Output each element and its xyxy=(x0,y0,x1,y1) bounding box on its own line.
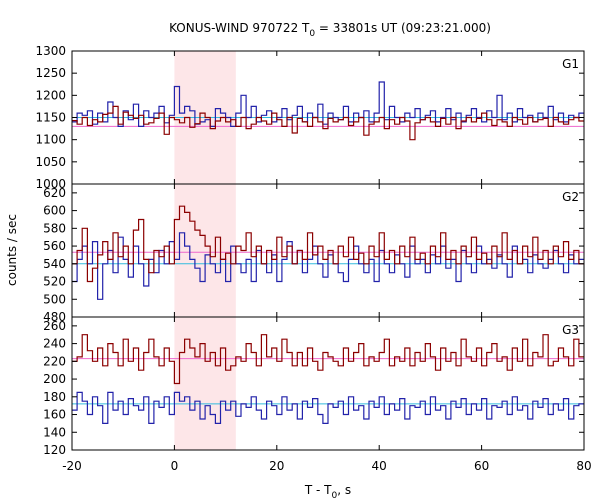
y-tick-label: 260 xyxy=(43,319,66,333)
series-a-step-line xyxy=(72,205,584,283)
y-tick-label: 140 xyxy=(43,425,66,439)
panel-frame xyxy=(71,316,585,451)
y-tick-label: 220 xyxy=(43,354,66,368)
y-tick-label: 1050 xyxy=(35,155,66,169)
x-tick-label: 80 xyxy=(576,459,591,473)
panels-layer: 1000 1050 1100 1150 1200 1250 1300 G1 480 500 520 5… xyxy=(35,44,585,457)
y-tick-label: 600 xyxy=(43,204,66,218)
chart-title: KONUS-WIND 970722 T0 = 33801s UT (09:23:… xyxy=(169,21,491,39)
x-tick-labels: -20 0 20 40 60 80 xyxy=(62,459,591,473)
y-tick-label: 1000 xyxy=(35,177,66,191)
highlight-interval-band xyxy=(174,51,236,450)
panel-label: G2 xyxy=(562,190,579,204)
panel-g3: 120 140 160 180 200 220 240 260 G3 xyxy=(43,316,585,457)
x-tick-label: 0 xyxy=(171,459,179,473)
panel-label: G1 xyxy=(562,57,579,71)
chart-title-subscript: 0 xyxy=(309,29,315,39)
y-tick-label: 520 xyxy=(43,275,66,289)
panel-label: G3 xyxy=(562,323,579,337)
y-tick-label: 1150 xyxy=(35,111,66,125)
series-b-step-line xyxy=(72,391,584,424)
highlight-layer xyxy=(174,51,236,450)
y-tick-label: 580 xyxy=(43,221,66,235)
x-axis-label-rest: , s xyxy=(337,483,351,497)
x-tick-label: 60 xyxy=(474,459,489,473)
y-tick-label: 1200 xyxy=(35,88,66,102)
y-tick-label: 620 xyxy=(43,186,66,200)
y-tick-label: 240 xyxy=(43,337,66,351)
y-tick-label: 480 xyxy=(43,310,66,324)
y-tick-label: 560 xyxy=(43,239,66,253)
chart-title-main: KONUS-WIND 970722 T xyxy=(169,21,310,35)
series-a-step-line xyxy=(72,105,584,141)
x-tick-label: 20 xyxy=(269,459,284,473)
x-axis-label-subscript: 0 xyxy=(332,491,338,500)
y-tick-label: 1250 xyxy=(35,66,66,80)
x-axis-label-main: T - T xyxy=(304,483,332,497)
x-tick-label: -20 xyxy=(62,459,82,473)
panel-g1: 1000 1050 1100 1150 1200 1250 1300 G1 xyxy=(35,44,585,191)
y-tick-label: 120 xyxy=(43,443,66,457)
y-tick-label: 200 xyxy=(43,372,66,386)
y-tick-label: 1300 xyxy=(35,44,66,58)
y-tick-label: 180 xyxy=(43,390,66,404)
x-tick-label: 40 xyxy=(372,459,387,473)
x-axis-label: T - T0, s xyxy=(304,483,351,500)
y-tick-label: 540 xyxy=(43,257,66,271)
y-tick-label: 160 xyxy=(43,408,66,422)
y-axis-label: counts / sec xyxy=(5,214,19,286)
series-a-step-line xyxy=(72,334,584,385)
y-tick-label: 500 xyxy=(43,292,66,306)
chart-title-rest: = 33801s UT (09:23:21.000) xyxy=(315,21,491,35)
y-tick-label: 1100 xyxy=(35,133,66,147)
